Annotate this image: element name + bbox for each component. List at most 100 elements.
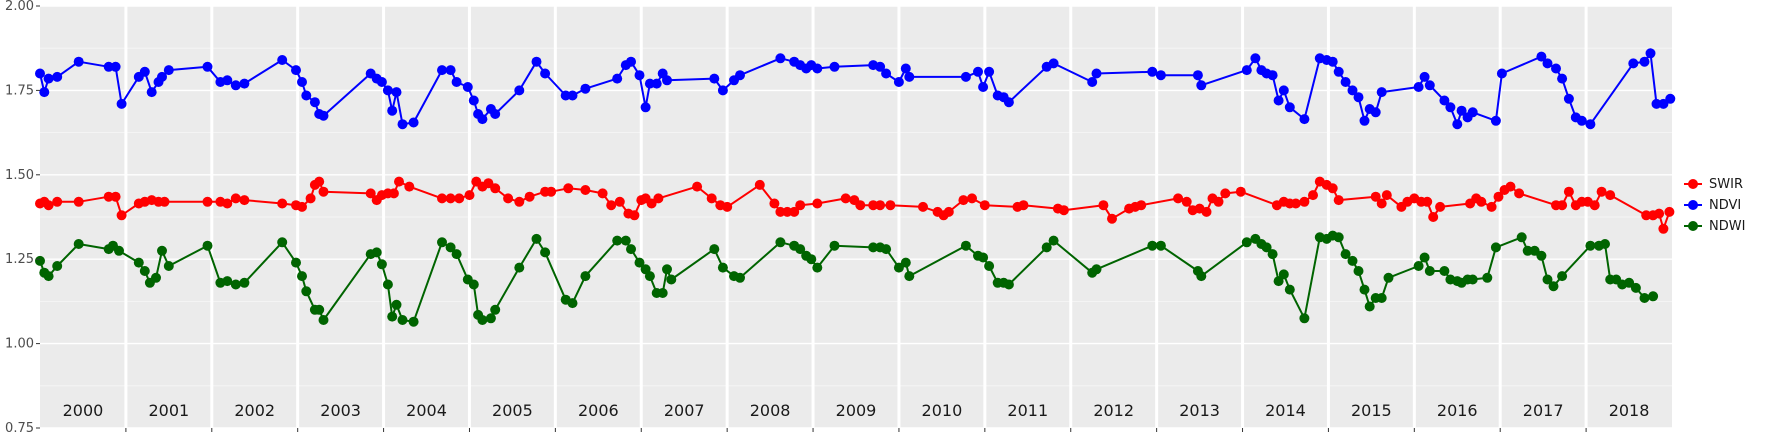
year-label: 2003 bbox=[320, 401, 361, 420]
data-point bbox=[371, 247, 382, 258]
data-point bbox=[365, 188, 376, 199]
legend-item-ndwi: NDWI bbox=[1684, 219, 1745, 234]
legend-key-point bbox=[1688, 179, 1698, 189]
data-point bbox=[1003, 97, 1014, 108]
data-point bbox=[960, 71, 971, 82]
data-point bbox=[1333, 195, 1344, 206]
year-label: 2005 bbox=[492, 401, 533, 420]
data-point bbox=[984, 66, 995, 77]
data-point bbox=[1235, 186, 1246, 197]
data-point bbox=[1383, 272, 1394, 283]
data-point bbox=[960, 240, 971, 251]
data-point bbox=[735, 70, 745, 81]
data-point bbox=[881, 244, 892, 255]
data-point bbox=[1605, 190, 1616, 201]
data-point bbox=[318, 315, 329, 325]
data-point bbox=[1308, 190, 1318, 201]
data-point bbox=[277, 198, 288, 209]
data-point bbox=[114, 245, 124, 256]
data-point bbox=[1490, 115, 1501, 126]
data-point bbox=[230, 193, 241, 204]
data-point bbox=[291, 257, 301, 268]
data-point bbox=[43, 73, 54, 84]
year-label: 2006 bbox=[578, 401, 619, 420]
y-tick-label: 0.75 bbox=[5, 421, 34, 436]
data-point bbox=[754, 179, 765, 190]
data-point bbox=[1467, 107, 1478, 118]
data-point bbox=[1340, 77, 1351, 87]
series-swir bbox=[35, 176, 1675, 234]
data-point bbox=[305, 193, 316, 204]
data-point bbox=[646, 198, 657, 209]
data-point bbox=[388, 188, 399, 199]
data-point bbox=[1658, 98, 1669, 109]
data-point bbox=[1424, 266, 1435, 276]
data-point bbox=[239, 277, 250, 288]
data-point bbox=[451, 77, 462, 87]
data-point bbox=[408, 117, 419, 128]
data-point bbox=[1439, 95, 1450, 106]
data-point bbox=[1376, 293, 1387, 303]
data-point bbox=[1664, 206, 1675, 217]
data-point bbox=[1563, 93, 1574, 104]
data-point bbox=[387, 105, 398, 116]
data-point bbox=[1641, 210, 1652, 221]
data-point bbox=[606, 200, 617, 211]
data-point bbox=[958, 195, 969, 206]
data-point bbox=[1424, 80, 1435, 91]
data-point bbox=[1376, 87, 1387, 98]
data-point bbox=[222, 276, 233, 287]
year-label: 2018 bbox=[1609, 401, 1650, 420]
data-point bbox=[445, 242, 456, 253]
data-point bbox=[514, 196, 525, 207]
year-label: 2011 bbox=[1007, 401, 1048, 420]
legend-label: NDVI bbox=[1709, 198, 1741, 213]
data-point bbox=[1516, 232, 1527, 243]
data-point bbox=[868, 200, 879, 211]
data-point bbox=[391, 87, 402, 98]
data-point bbox=[1196, 80, 1207, 91]
x-ticks bbox=[125, 428, 1587, 432]
data-point bbox=[451, 249, 462, 260]
data-point bbox=[524, 191, 535, 202]
year-labels: 2000 2001 2002 2003 2004 2005 2006 2007 2008 2009… bbox=[63, 401, 1650, 420]
data-point bbox=[709, 73, 720, 84]
data-point bbox=[1651, 98, 1662, 109]
data-point bbox=[1299, 313, 1310, 324]
legend-key-point bbox=[1688, 200, 1698, 210]
data-point bbox=[967, 193, 977, 204]
data-point bbox=[73, 239, 84, 249]
data-point bbox=[1476, 196, 1487, 207]
data-point bbox=[445, 65, 456, 76]
data-point bbox=[1278, 269, 1289, 280]
year-label: 2014 bbox=[1265, 401, 1306, 420]
data-point bbox=[612, 73, 623, 84]
year-label: 2016 bbox=[1437, 401, 1478, 420]
data-point bbox=[1522, 245, 1533, 256]
series-ndvi bbox=[35, 48, 1676, 130]
data-point bbox=[1091, 264, 1102, 275]
data-point bbox=[1299, 196, 1310, 207]
data-point bbox=[239, 78, 250, 89]
data-point bbox=[202, 240, 213, 251]
data-point bbox=[692, 181, 703, 192]
data-point bbox=[376, 259, 387, 270]
legend-item-ndvi: NDVI bbox=[1684, 198, 1741, 213]
data-point bbox=[1347, 85, 1358, 96]
data-point bbox=[1648, 291, 1659, 302]
legend-item-swir: SWIR bbox=[1684, 177, 1743, 192]
data-point bbox=[514, 85, 525, 96]
data-point bbox=[546, 186, 557, 197]
data-point bbox=[1048, 235, 1059, 246]
data-point bbox=[640, 102, 651, 113]
data-point bbox=[1422, 196, 1433, 207]
data-point bbox=[775, 237, 786, 248]
data-point bbox=[893, 262, 904, 273]
data-point bbox=[1155, 240, 1166, 251]
data-point bbox=[503, 193, 514, 204]
data-point bbox=[855, 200, 866, 211]
year-label: 2004 bbox=[406, 401, 447, 420]
data-point bbox=[485, 313, 496, 324]
data-point bbox=[1241, 237, 1252, 248]
data-point bbox=[1585, 119, 1596, 130]
